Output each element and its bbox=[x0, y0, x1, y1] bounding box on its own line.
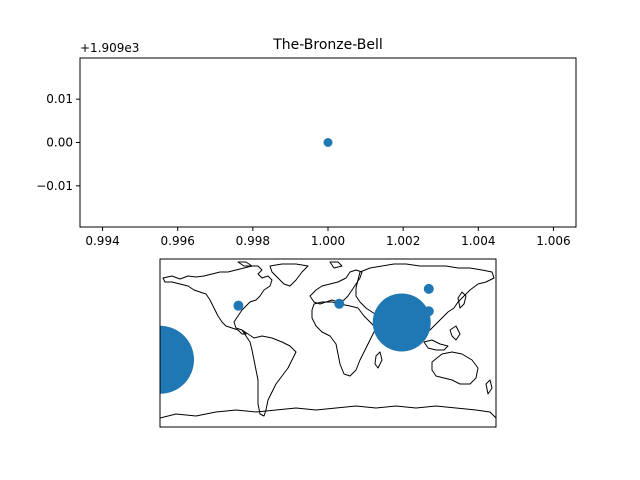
world-coastlines bbox=[160, 261, 496, 419]
chart-title: The-Bronze-Bell bbox=[272, 37, 383, 53]
y-offset-label: +1.909e3 bbox=[80, 41, 139, 55]
x-tick-label: 0.994 bbox=[85, 234, 119, 248]
map-bubble bbox=[372, 293, 431, 352]
map-frame bbox=[159, 258, 497, 428]
map-bubble bbox=[160, 325, 194, 394]
scatter-chart: The-Bronze-Bell +1.909e3 0.994 0.996 0.998… bbox=[36, 37, 577, 248]
map-chart bbox=[159, 258, 497, 428]
x-tick-label: 1.006 bbox=[536, 234, 570, 248]
map-bubble bbox=[423, 283, 434, 294]
map-bubble bbox=[334, 298, 345, 309]
x-tick-label: 1.004 bbox=[461, 234, 495, 248]
scatter-points bbox=[323, 138, 333, 147]
x-tick-label: 1.002 bbox=[386, 234, 420, 248]
x-axis: 0.994 0.996 0.998 1.000 1.002 1.004 1.006 bbox=[85, 227, 571, 248]
y-axis: −0.01 0.00 0.01 bbox=[36, 92, 80, 193]
x-tick-label: 1.000 bbox=[311, 234, 345, 248]
y-tick-label: −0.01 bbox=[36, 179, 73, 193]
map-bubble bbox=[233, 300, 244, 311]
y-tick-label: 0.01 bbox=[46, 92, 73, 106]
scatter-point bbox=[323, 138, 333, 147]
map-bubbles bbox=[160, 283, 434, 394]
x-tick-label: 0.998 bbox=[236, 234, 270, 248]
x-tick-label: 0.996 bbox=[161, 234, 195, 248]
y-tick-label: 0.00 bbox=[46, 136, 73, 150]
map-bubble bbox=[423, 306, 434, 317]
